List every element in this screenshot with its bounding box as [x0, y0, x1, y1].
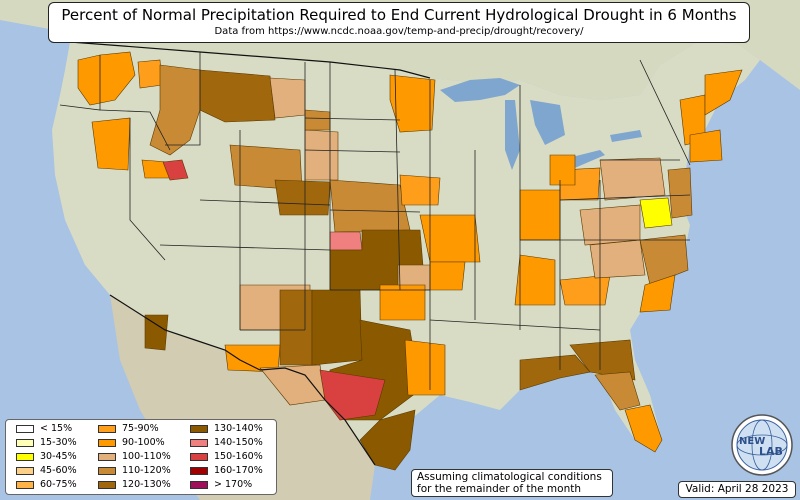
legend-label: 75-90% [122, 423, 159, 434]
legend-item: 75-90% [98, 423, 159, 435]
note-line-2: for the remainder of the month [417, 483, 582, 495]
legend: < 15% 15-30% 30-45% 45-60% 60-75% 75-90% 90-10… [5, 419, 277, 495]
logo-text-2: LAB [759, 445, 783, 458]
lake-superior [440, 78, 520, 102]
title-box: Percent of Normal Precipitation Required… [48, 2, 750, 43]
note-line-1: Assuming climatological conditions [417, 471, 602, 483]
legend-item: 140-150% [190, 437, 263, 449]
valid-date: Valid: April 28 2023 [678, 481, 796, 498]
legend-item: 110-120% [98, 465, 171, 477]
lake-michigan [505, 100, 520, 170]
legend-swatch [98, 466, 116, 475]
legend-item: 90-100% [98, 437, 165, 449]
legend-swatch [98, 480, 116, 489]
legend-item: < 15% [16, 423, 72, 435]
legend-label: 60-75% [40, 479, 77, 490]
legend-label: 150-160% [214, 451, 263, 462]
legend-swatch [16, 438, 34, 447]
legend-swatch [16, 480, 34, 489]
assumption-note: Assuming climatological conditions for t… [411, 469, 613, 497]
legend-label: 45-60% [40, 465, 77, 476]
globe-logo-icon: NEW LAB [731, 414, 793, 476]
legend-item: 60-75% [16, 479, 77, 491]
legend-swatch [98, 424, 116, 433]
legend-label: 100-110% [122, 451, 171, 462]
legend-item: 120-130% [98, 479, 171, 491]
legend-label: 120-130% [122, 479, 171, 490]
legend-item: 160-170% [190, 465, 263, 477]
lake-ontario [610, 130, 642, 142]
legend-swatch [98, 452, 116, 461]
legend-item: > 170% [190, 479, 252, 491]
legend-label: 130-140% [214, 423, 263, 434]
logo-text-1: NEW [739, 436, 765, 447]
national-border [69, 41, 431, 466]
legend-label: 90-100% [122, 437, 165, 448]
page-title: Percent of Normal Precipitation Required… [61, 6, 737, 24]
legend-item: 15-30% [16, 437, 77, 449]
legend-label: 30-45% [40, 451, 77, 462]
legend-swatch [16, 424, 34, 433]
legend-swatch [190, 452, 208, 461]
legend-label: 110-120% [122, 465, 171, 476]
legend-label: < 15% [40, 423, 73, 434]
legend-swatch [190, 466, 208, 475]
legend-swatch [190, 480, 208, 489]
legend-label: 160-170% [214, 465, 263, 476]
legend-swatch [16, 452, 34, 461]
drought-regions [77, 51, 743, 471]
legend-item: 130-140% [190, 423, 263, 435]
legend-item: 45-60% [16, 465, 77, 477]
legend-item: 30-45% [16, 451, 77, 463]
legend-swatch [190, 424, 208, 433]
lake-huron [530, 100, 565, 145]
state-borders [59, 52, 691, 390]
legend-item: 100-110% [98, 451, 171, 463]
legend-swatch [16, 466, 34, 475]
legend-label: 140-150% [214, 437, 263, 448]
page-subtitle: Data from https://www.ncdc.noaa.gov/temp… [214, 26, 584, 37]
legend-label: > 170% [214, 479, 253, 490]
legend-item: 150-160% [190, 451, 263, 463]
legend-label: 15-30% [40, 437, 77, 448]
legend-swatch [190, 438, 208, 447]
legend-swatch [98, 438, 116, 447]
